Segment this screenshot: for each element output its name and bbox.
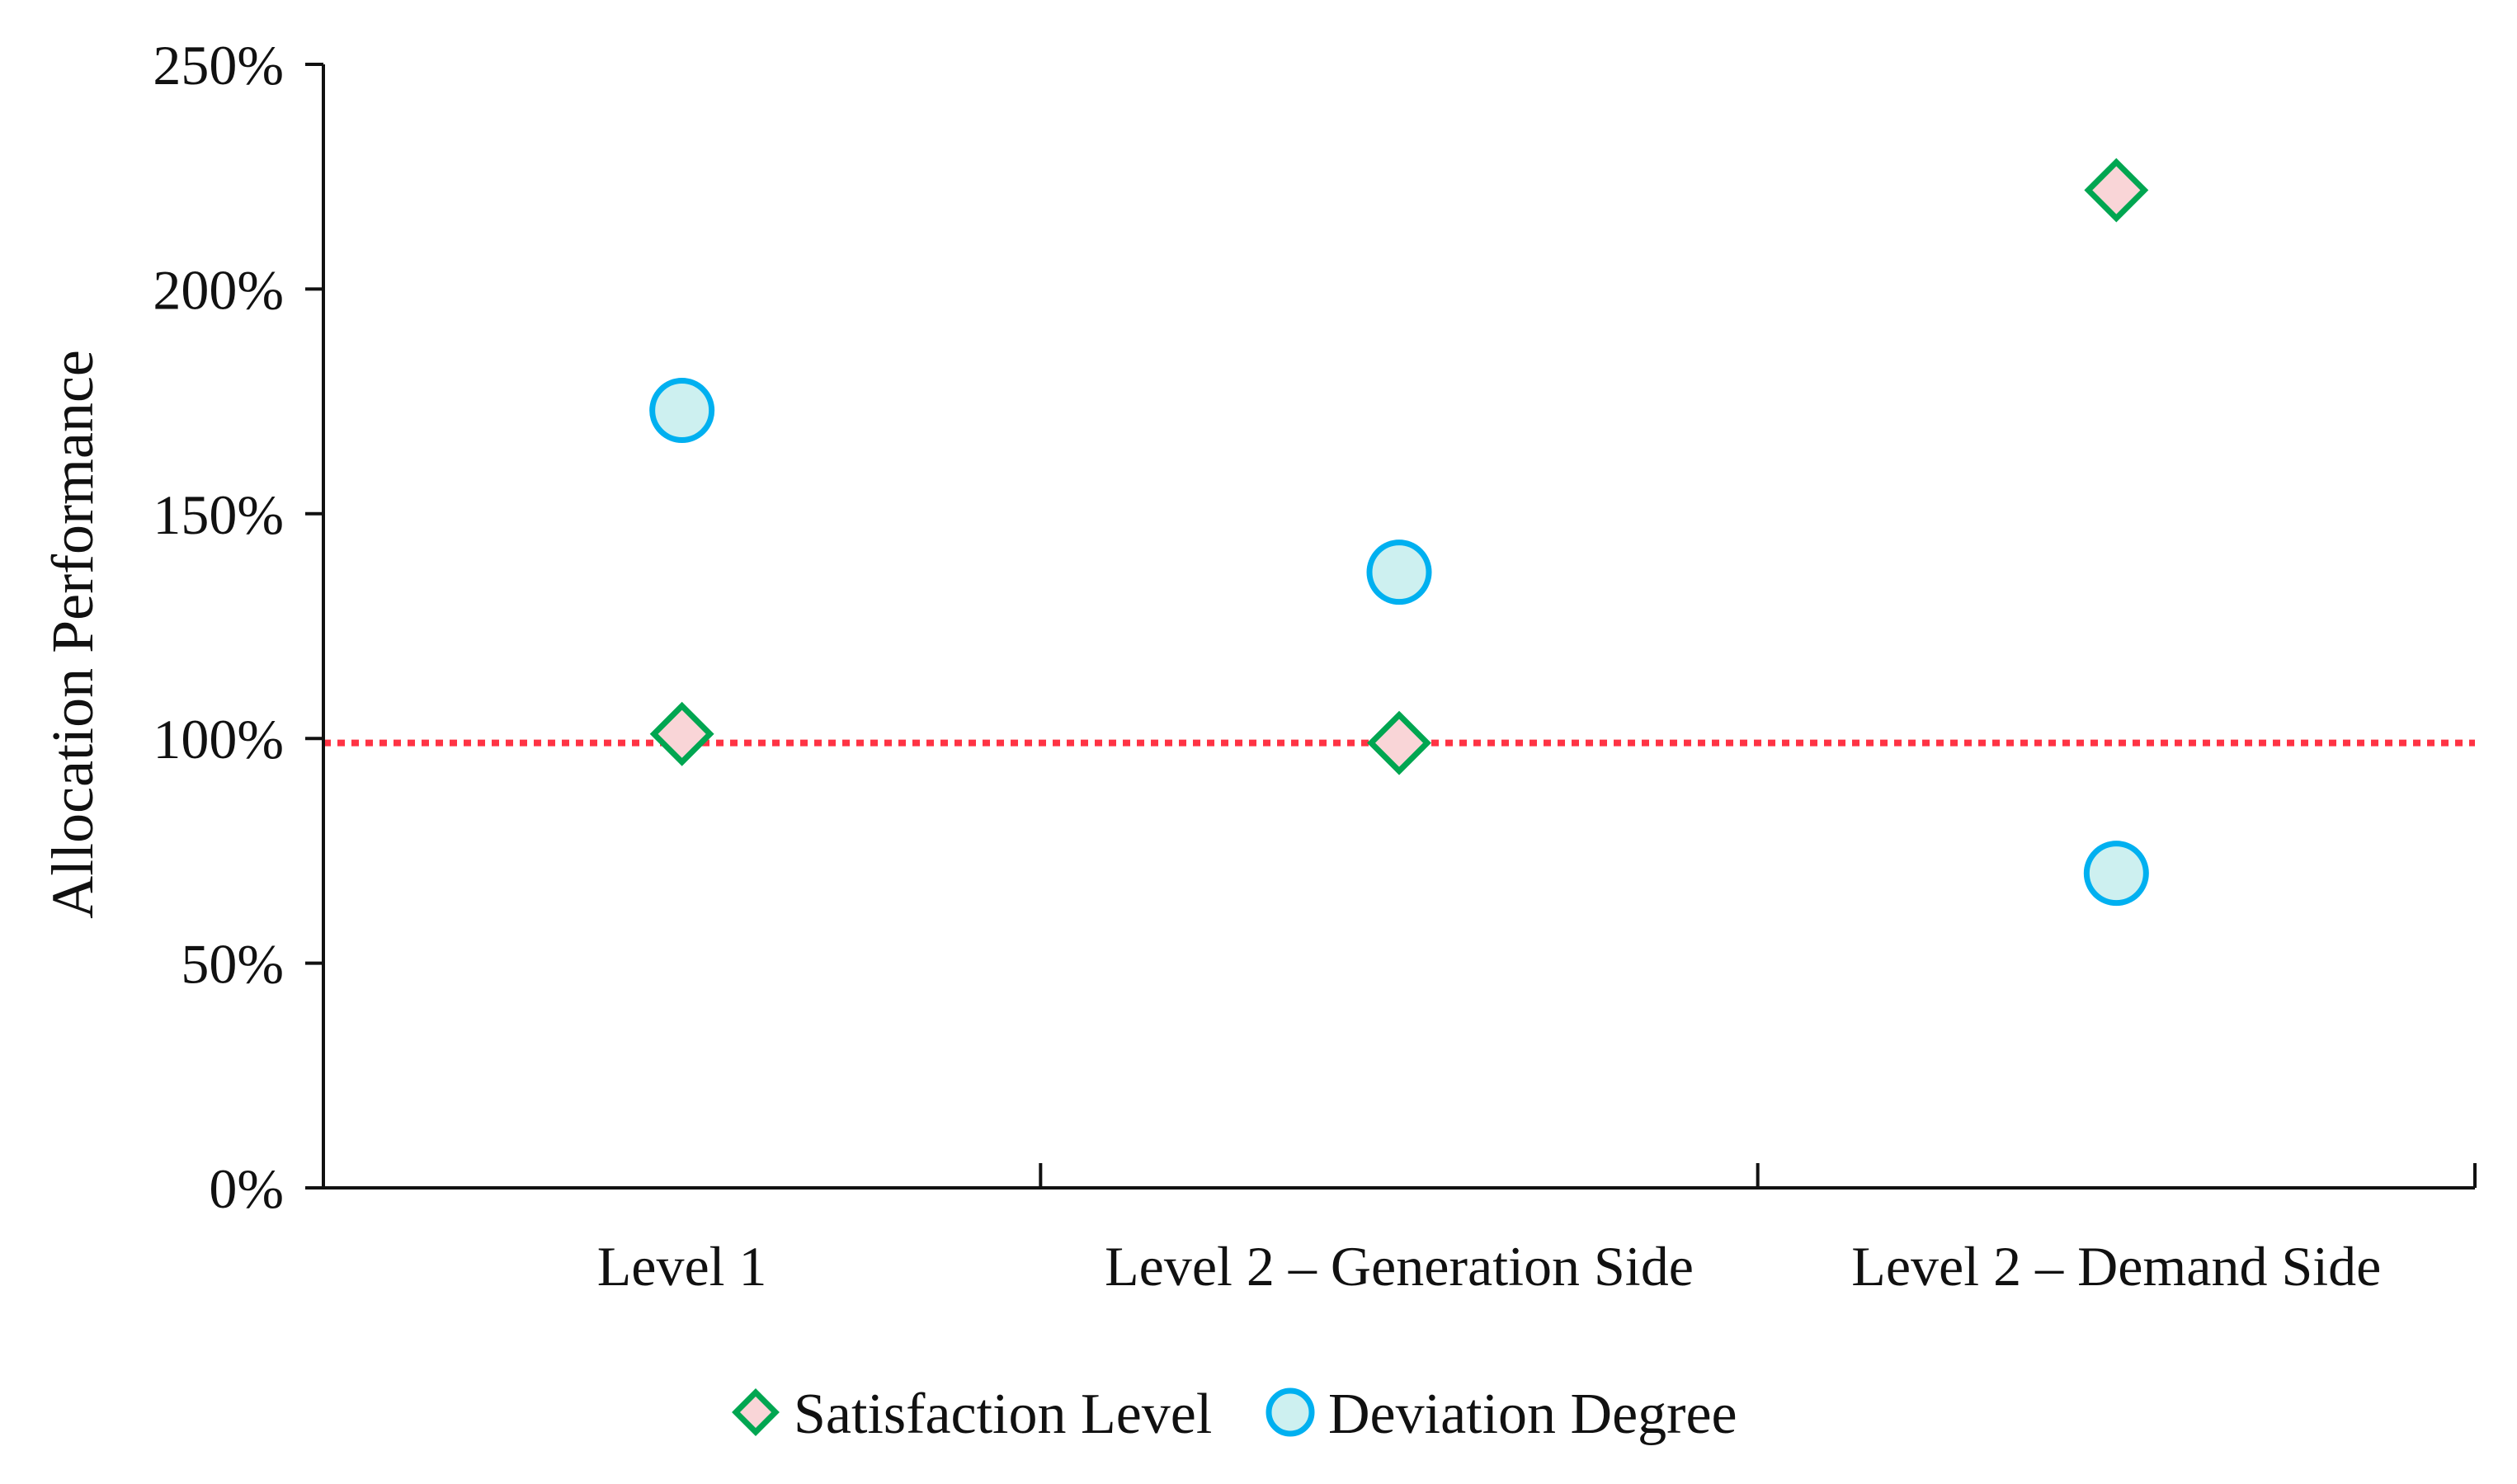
y-tick-label: 250%	[153, 34, 284, 97]
deviation-degree-point	[1366, 539, 1432, 605]
x-category-label: Level 1	[597, 1235, 767, 1298]
y-tick-label: 0%	[209, 1157, 284, 1220]
legend-satisfaction-label: Satisfaction Level	[794, 1383, 1212, 1446]
marks-group	[649, 158, 2149, 907]
satisfaction-level-point	[2084, 158, 2149, 223]
legend-satisfaction-marker	[732, 1388, 780, 1436]
legend-deviation-marker	[1266, 1387, 1315, 1437]
y-tick-label: 200%	[153, 258, 284, 321]
x-category-label: Level 2 – Demand Side	[1851, 1235, 2381, 1298]
satisfaction-level-point	[649, 701, 714, 766]
y-tick-label: 100%	[153, 708, 284, 770]
axes-group	[322, 64, 2475, 1190]
y-tick-label: 50%	[181, 933, 284, 996]
legend-deviation-label: Deviation Degree	[1328, 1383, 1737, 1446]
satisfaction-level-point	[1367, 710, 1431, 775]
deviation-degree-point	[649, 377, 715, 443]
x-categories-group: Level 1 Level 2 – Generation Side Level 2 …	[597, 1163, 2477, 1298]
legend: Satisfaction Level Deviation Degree	[732, 1383, 1737, 1446]
y-ticks-group: 0% 50% 100% 150% 200% 250%	[153, 34, 323, 1220]
y-axis-title: Allocation Performance	[40, 350, 106, 919]
deviation-degree-point	[2083, 841, 2149, 907]
y-tick-label: 150%	[153, 483, 284, 546]
x-category-label: Level 2 – Generation Side	[1105, 1235, 1694, 1298]
